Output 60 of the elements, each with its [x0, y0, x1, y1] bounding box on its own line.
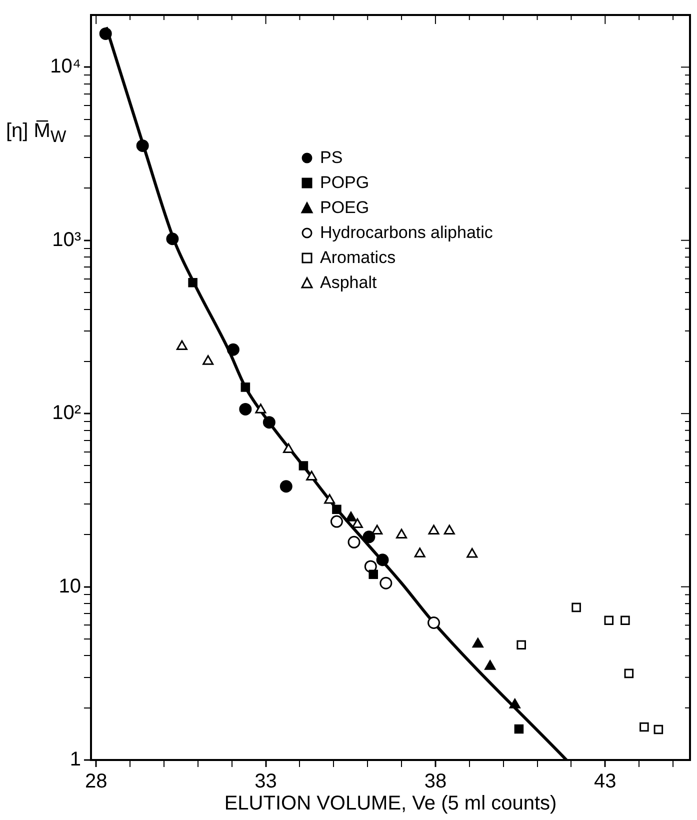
- point: [466, 548, 478, 558]
- point: [516, 640, 526, 650]
- y-tick-label: 10³: [52, 228, 82, 251]
- legend-label: Aromatics: [320, 247, 396, 269]
- point: [368, 570, 378, 579]
- point: [283, 443, 294, 454]
- point: [239, 402, 252, 416]
- point: [572, 602, 581, 612]
- x-tick-label: 28: [84, 770, 108, 793]
- point: [362, 530, 376, 544]
- point: [428, 616, 440, 629]
- point: [188, 278, 198, 288]
- point: [262, 416, 276, 429]
- y-axis-title: [η] M̅$_{W}$: [6, 120, 66, 147]
- point: [280, 480, 292, 493]
- point: [99, 27, 112, 40]
- point: [620, 616, 630, 625]
- x-tick-label: 33: [254, 770, 277, 793]
- point: [202, 355, 214, 365]
- point: [484, 660, 496, 670]
- point: [640, 722, 649, 732]
- y-tick-label: 10²: [52, 402, 82, 424]
- point: [298, 461, 308, 470]
- point: [324, 494, 336, 504]
- point: [509, 698, 520, 708]
- point: [352, 518, 363, 528]
- point: [176, 340, 188, 350]
- point: [396, 528, 408, 539]
- point: [226, 343, 240, 356]
- point: [166, 232, 179, 246]
- point: [348, 536, 360, 548]
- y-tick-label: 10⁴: [50, 56, 81, 78]
- y-tick-label: 10: [58, 575, 81, 598]
- x-tick-label: 38: [424, 770, 447, 793]
- point: [444, 524, 455, 534]
- x-axis-title: ELUTION VOLUME, Ve (5 ml counts): [224, 792, 557, 815]
- point: [604, 616, 614, 625]
- point: [376, 554, 389, 566]
- point: [624, 668, 634, 678]
- point: [255, 404, 266, 414]
- point: [414, 548, 426, 558]
- legend-label: Hydrocarbons aliphatic: [320, 222, 493, 244]
- point: [332, 504, 342, 514]
- legend-label: Asphalt: [320, 272, 377, 294]
- point: [654, 724, 664, 734]
- point: [380, 576, 392, 590]
- y-tick-label: 1: [70, 748, 81, 771]
- legend-label: POPG: [320, 172, 370, 194]
- point: [240, 382, 250, 392]
- legend-label: POEG: [320, 197, 370, 219]
- point: [514, 724, 524, 734]
- point: [345, 512, 356, 522]
- point: [136, 139, 149, 152]
- x-tick-label: 43: [594, 770, 616, 793]
- point: [306, 470, 318, 481]
- point: [428, 524, 440, 534]
- point: [372, 524, 383, 534]
- legend-label: PS: [320, 147, 343, 169]
- point: [472, 638, 484, 648]
- point: [330, 515, 343, 528]
